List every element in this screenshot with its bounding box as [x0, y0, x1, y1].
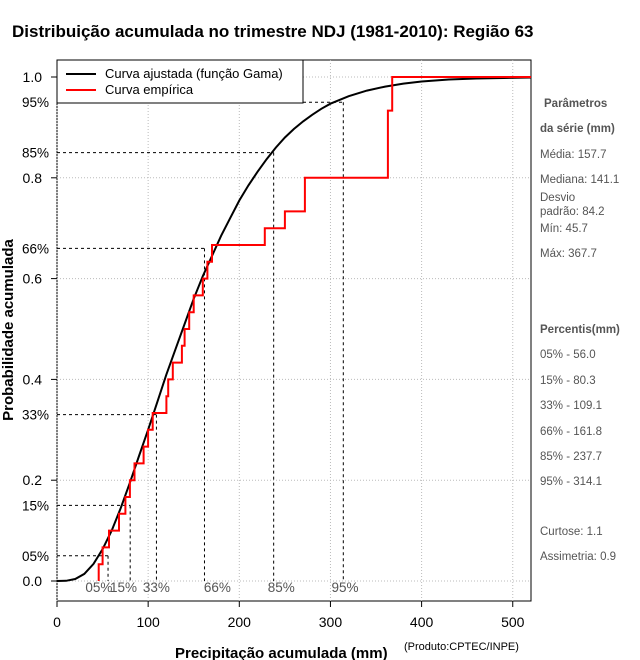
plot-frame [56, 59, 532, 602]
x-tick-label: 100 [136, 614, 160, 630]
fitted-gamma-curve [56, 76, 532, 582]
stat-mean: Média: 157.7 [540, 149, 607, 161]
stat-stddev-line2: padrão: 84.2 [540, 206, 605, 218]
chart-title: Distribuição acumulada no trimestre NDJ … [12, 22, 534, 41]
y-percent-label: 05% [22, 549, 49, 564]
legend-label-empirical: Curva empírica [105, 82, 194, 97]
y-tick-label: 0.0 [23, 573, 43, 589]
stat-max: Máx: 367.7 [540, 248, 597, 260]
x-percent-label: 85% [268, 580, 295, 595]
legend-box [56, 59, 304, 104]
percentile-guide-lines [57, 101, 344, 581]
series-layer [56, 76, 532, 582]
percentile-15: 15% - 80.3 [540, 375, 596, 387]
percentile-85: 85% - 237.7 [540, 451, 602, 463]
stat-skewness: Assimetria: 0.9 [540, 551, 616, 563]
y-percent-label: 95% [22, 95, 49, 110]
x-axis-credit: (Produto:CPTEC/INPE) [404, 641, 519, 653]
params-heading-1: Parâmetros [544, 98, 607, 110]
x-percent-label: 05% [85, 580, 112, 595]
y-percent-label: 15% [22, 498, 49, 513]
percentiles-heading: Percentis(mm) [540, 324, 620, 336]
stats-panel: Parâmetros da série (mm) Média: 157.7 Me… [540, 98, 620, 563]
y-tick-label: 0.8 [23, 170, 43, 186]
y-tick-label: 0.6 [23, 271, 43, 287]
stat-median: Mediana: 141.1 [540, 174, 619, 186]
stat-stddev-line1: Desvio [540, 192, 575, 204]
percentile-05: 05% - 56.0 [540, 349, 596, 361]
y-percent-label: 33% [22, 408, 49, 423]
percent-labels: 05%15% 33% 66% 85% 95% [85, 580, 358, 595]
empirical-step-curve [97, 76, 531, 581]
y-tick-label: 0.2 [23, 472, 43, 488]
legend: Curva ajustada (função Gama) Curva empír… [56, 59, 304, 104]
x-percent-label: 33% [143, 580, 170, 595]
y-tick-label: 0.4 [23, 371, 43, 387]
x-tick-label: 300 [319, 614, 343, 630]
params-heading-2: da série (mm) [540, 123, 615, 135]
x-tick-label: 400 [410, 614, 434, 630]
x-tick-label: 0 [53, 614, 61, 630]
x-percent-label: 95% [332, 580, 359, 595]
x-tick-label: 500 [501, 614, 525, 630]
x-percent-label: 15% [110, 580, 137, 595]
stat-kurtosis: Curtose: 1.1 [540, 526, 603, 538]
stat-min: Mín: 45.7 [540, 223, 588, 235]
y-axis-title: Probabilidade acumulada [0, 238, 17, 420]
legend-label-fitted: Curva ajustada (função Gama) [105, 66, 283, 81]
y-tick-label: 1.0 [23, 69, 43, 85]
x-axis-title: Precipitação acumulada (mm) [175, 645, 388, 660]
x-axis: 0 100 200 300 400 500 [53, 601, 525, 630]
percentile-33: 33% - 109.1 [540, 400, 602, 412]
x-tick-label: 200 [228, 614, 252, 630]
y-axis: 0.0 0.2 0.4 0.6 0.8 1.0 05% 15% 33% 66% 85% 95% [22, 69, 57, 589]
x-percent-label: 66% [204, 580, 231, 595]
percentile-95: 95% - 314.1 [540, 476, 602, 488]
y-percent-label: 85% [22, 146, 49, 161]
percentile-66: 66% - 161.8 [540, 426, 602, 438]
y-percent-label: 66% [22, 241, 49, 256]
